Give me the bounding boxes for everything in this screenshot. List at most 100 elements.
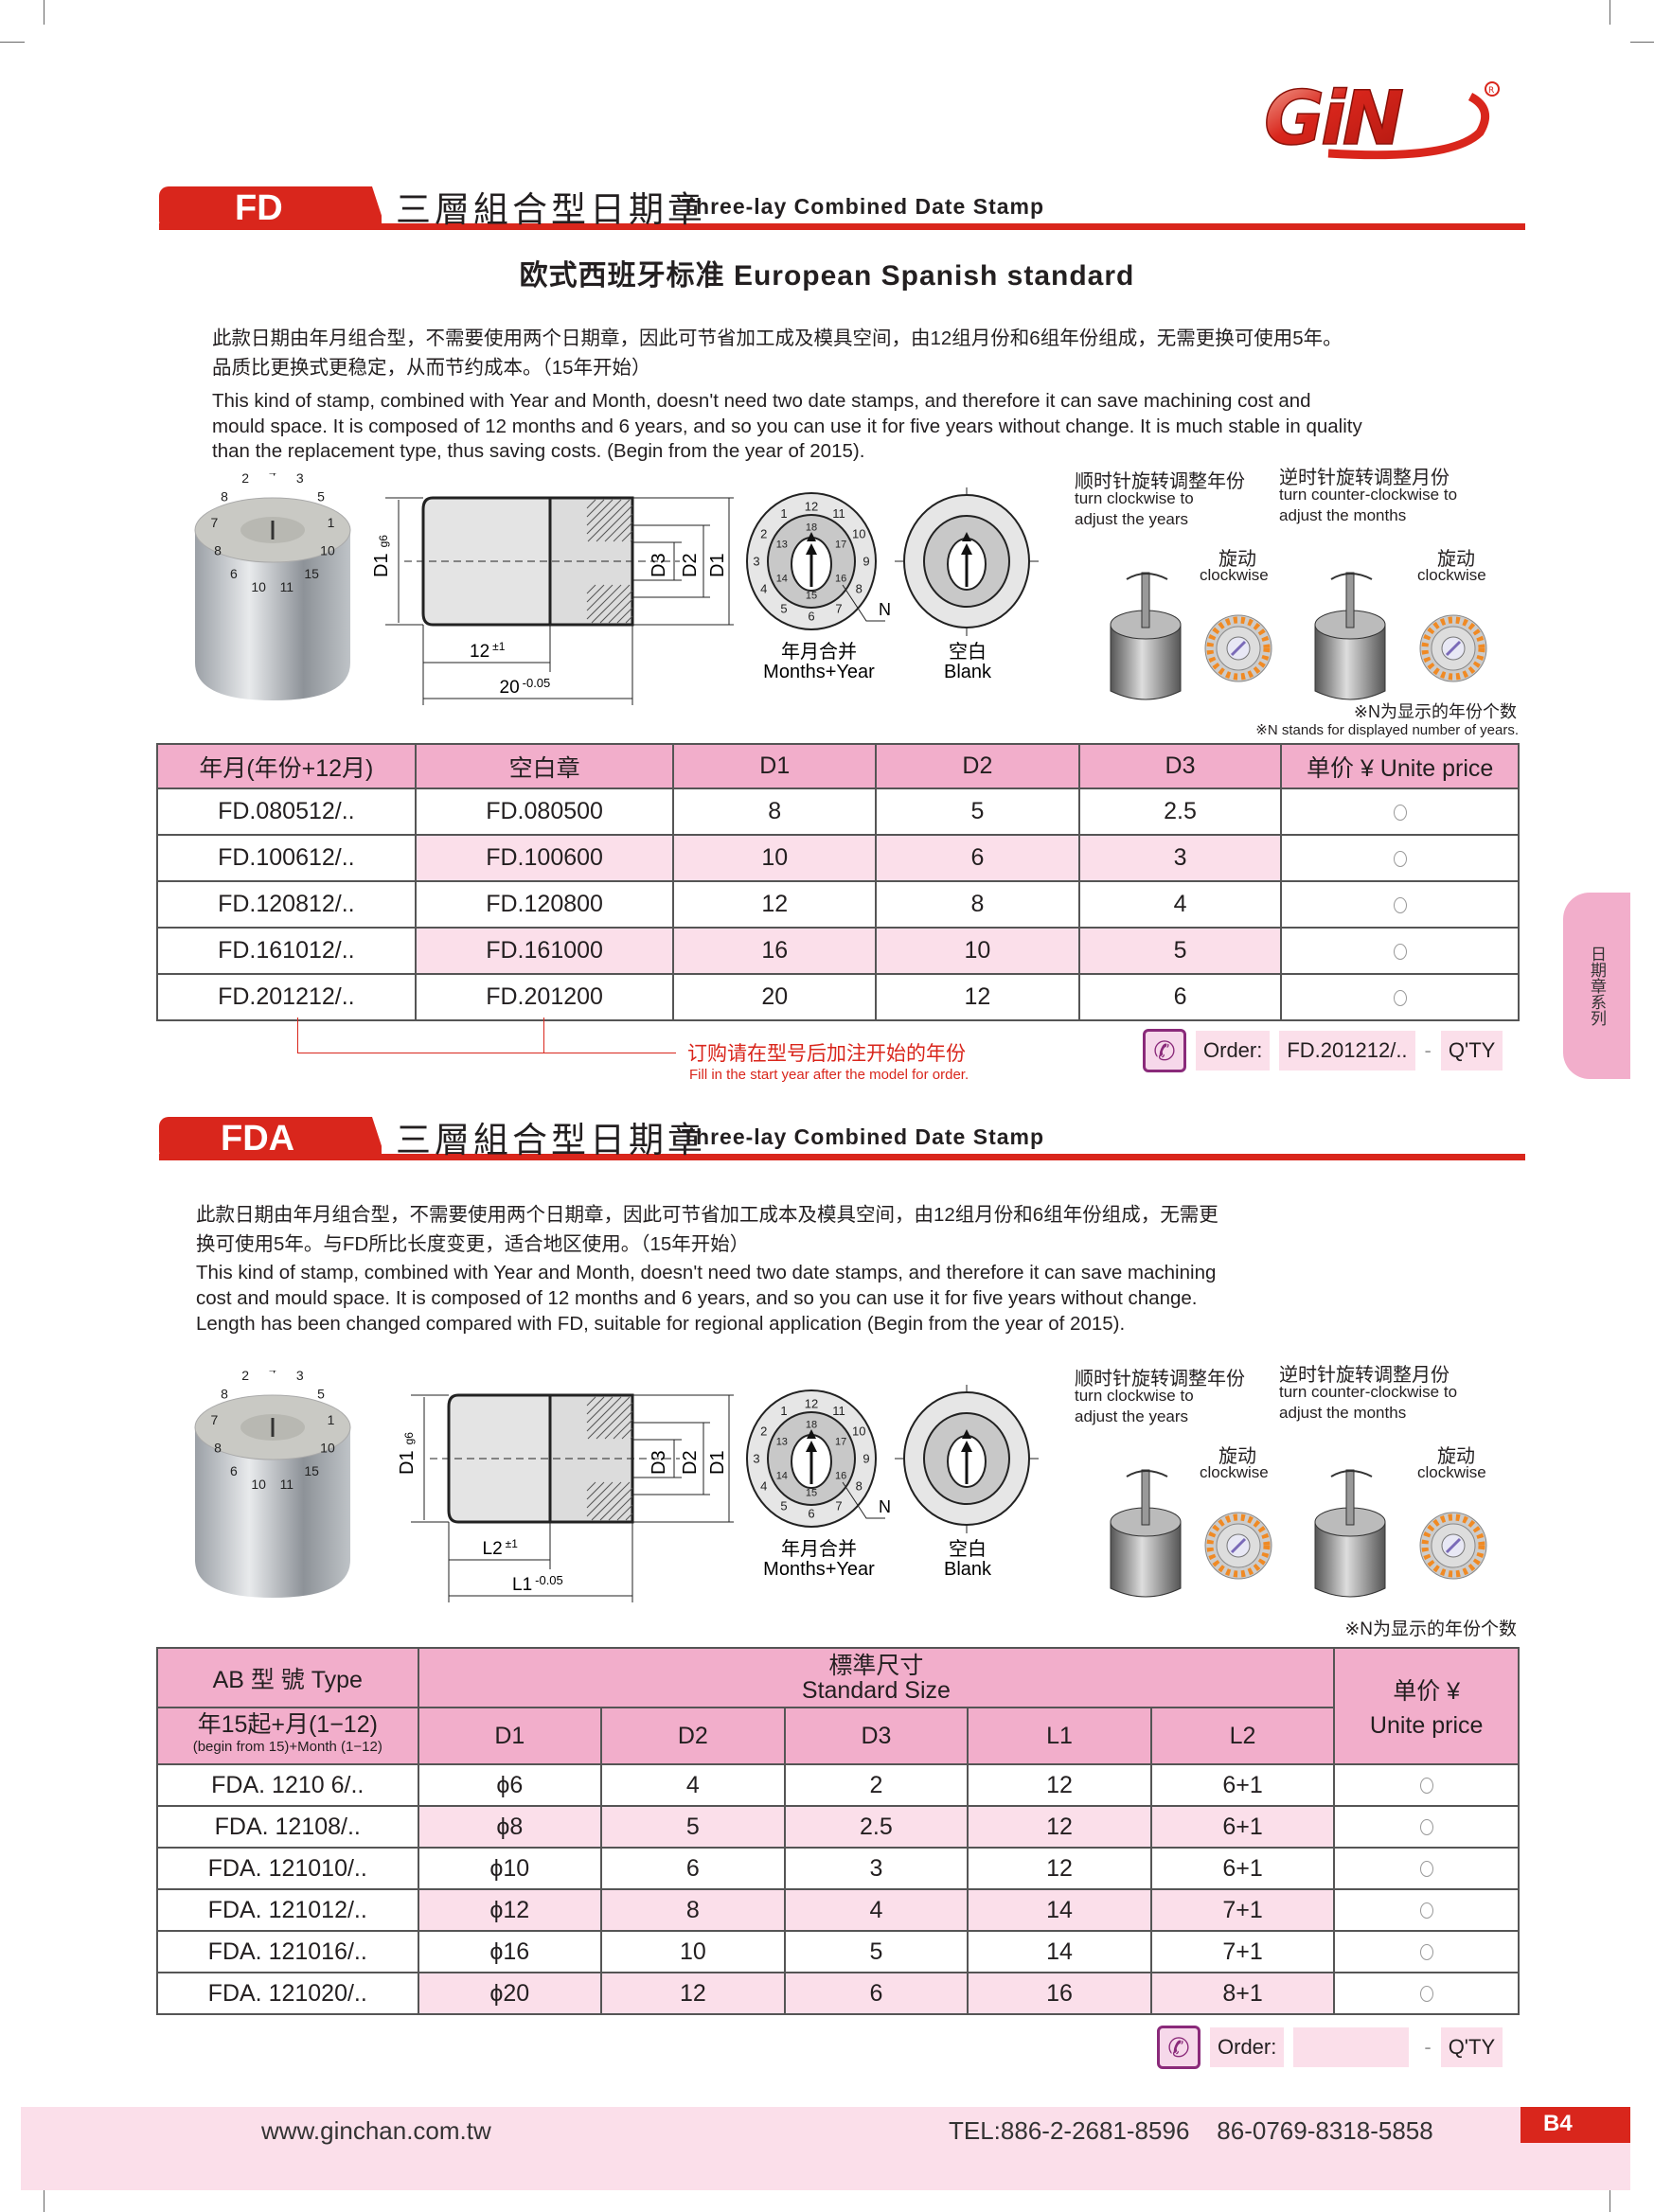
fda-description-cn: 此款日期由年月组合型，不需要使用两个日期章，因此可节省加工成本及模具空间，由12… [196,1204,1218,1255]
table-cell: FDA. 121020/.. [156,1972,419,2015]
svg-text:17: 17 [835,540,846,551]
svg-text:9: 9 [863,554,869,568]
fda-note-cn: ※N为显示的年份个数 [1344,1619,1517,1639]
table-cell: FD.161000 [414,927,675,975]
dim-label-d3: D3 [649,553,669,577]
gin-logo: GiN R [1262,76,1508,166]
side-tab-date-stamp-series[interactable]: 日期章系列 [1563,893,1630,1079]
svg-text:5: 5 [317,1386,325,1401]
table-cell: 7+1 [1149,1888,1336,1932]
fda-order-input[interactable] [1293,2027,1410,2067]
fda-order-form: ✆ Order: - Q'TY [1157,2026,1503,2069]
circle-icon [1393,896,1407,913]
svg-text:18: 18 [806,522,817,534]
standard-size-header: 標準尺寸 Standard Size [417,1647,1336,1708]
table-row: FDA. 1210 6/.. ϕ6 4 2 12 6+1 [156,1763,1520,1807]
table-cell: FDA. 12108/.. [156,1805,419,1849]
fd-note-cn: ※N为显示的年份个数 [1353,702,1517,721]
svg-text:4: 4 [269,473,276,479]
table-cell: FDA. 121010/.. [156,1847,419,1890]
table-cell: 4 [1077,880,1283,929]
footer-website[interactable]: www.ginchan.com.tw [261,2116,491,2145]
table-cell: 3 [1077,834,1283,882]
svg-text:8: 8 [856,1478,863,1493]
fd-code-tab: FD [159,186,382,230]
table-cell: 3 [783,1847,969,1890]
svg-text:11: 11 [280,1477,294,1492]
years-instruction-en-2: adjust the years [1075,510,1189,528]
svg-text:15: 15 [304,1463,319,1478]
svg-text:10: 10 [852,526,865,540]
fd-order-input[interactable]: FD.201212/.. [1279,1031,1415,1071]
table-cell: FD.201200 [414,973,675,1021]
table-cell: 14 [967,1888,1152,1932]
table-cell: 10 [600,1930,786,1973]
svg-text:2: 2 [760,526,767,540]
column-header: D2 [875,743,1080,789]
price-cell [1280,834,1520,882]
svg-text:14: 14 [776,1471,788,1482]
stamp-section-drawing [385,496,734,705]
svg-text:10: 10 [852,1424,865,1438]
circle-icon [1393,943,1407,960]
column-header: 空白章 [414,743,675,789]
stamp-photo: 43511015111068782 [194,464,351,700]
order-dash: - [1424,2035,1432,2059]
table-cell: 4 [783,1888,969,1932]
svg-text:7: 7 [211,515,219,530]
table-cell: 8 [600,1888,786,1932]
table-cell: 2 [783,1763,969,1807]
table-row: FD.100612/.. FD.100600 10 6 3 [156,834,1520,882]
svg-text:1: 1 [780,1404,787,1418]
svg-text:16: 16 [835,574,846,585]
table-cell: FDA. 121012/.. [156,1888,419,1932]
rotate-label-en: clockwise [1417,566,1486,584]
table-cell: ϕ16 [417,1930,603,1973]
svg-text:10: 10 [320,1441,335,1456]
fd-title-cn: 三層組合型日期章 [396,189,706,230]
rotate-label-en: clockwise [1417,1463,1486,1481]
dim-label-long-length: L1 -0.05 [512,1573,563,1595]
fda-technical-diagram: 43511015111068782 D1g6 D3 D2 D1 L2±1 L1-… [180,1361,1051,1617]
table-cell: ϕ8 [417,1805,603,1849]
svg-text:5: 5 [780,602,787,616]
fd-order-form: ✆ Order: FD.201212/.. - Q'TY [1143,1029,1503,1072]
table-row: FDA. 121016/.. ϕ16 10 5 14 7+1 [156,1930,1520,1973]
dim-label-short-length: L2 ±1 [483,1537,519,1559]
circle-icon [1393,850,1407,867]
dial-blank-cn: 空白 [949,1538,987,1560]
fd-spec-table: 年月(年份+12月) 空白章 D1 D2 D3 单价 ¥ Unite price FD.08… [156,743,1520,1021]
fd-description-en: This kind of stamp, combined with Year a… [212,390,1362,462]
table-row: FDA. 121012/.. ϕ12 8 4 14 7+1 [156,1888,1520,1932]
qty-input[interactable]: Q'TY [1440,1031,1503,1071]
column-header: L1 [967,1707,1152,1765]
svg-text:1: 1 [328,1412,335,1427]
years-instruction-en-2: adjust the years [1075,1407,1189,1425]
table-cell: 5 [600,1805,786,1849]
table-cell: ϕ6 [417,1763,603,1807]
svg-text:8: 8 [214,1441,222,1456]
table-cell: ϕ12 [417,1888,603,1932]
price-cell [1333,1972,1520,2015]
table-row: FDA. 121020/.. ϕ20 12 6 16 8+1 [156,1972,1520,2015]
table-cell: 6 [1077,973,1283,1021]
circle-icon [1419,1986,1433,2003]
qty-input[interactable]: Q'TY [1440,2027,1503,2067]
months-instruction-en-1: turn counter-clockwise to [1279,486,1458,504]
table-cell: 14 [967,1930,1152,1973]
crop-mark [1630,42,1654,43]
svg-text:6: 6 [808,1506,814,1520]
price-cell [1280,787,1520,836]
fda-spec-table: AB 型 號 Type 標準尺寸 Standard Size 单价 ¥ Unite … [156,1647,1520,2015]
svg-text:13: 13 [776,1437,788,1448]
table-cell: 10 [875,927,1080,975]
price-header: 单价 ¥ Unite price [1333,1647,1520,1765]
months-instruction-cn: 逆时针旋转调整月份 [1279,1365,1449,1386]
svg-text:1: 1 [328,515,335,530]
order-note-leader [543,1018,544,1053]
svg-text:11: 11 [832,1404,845,1418]
table-cell: 6+1 [1149,1805,1336,1849]
table-cell: ϕ10 [417,1847,603,1890]
rotate-label-cn: 旋动 [1437,549,1475,570]
